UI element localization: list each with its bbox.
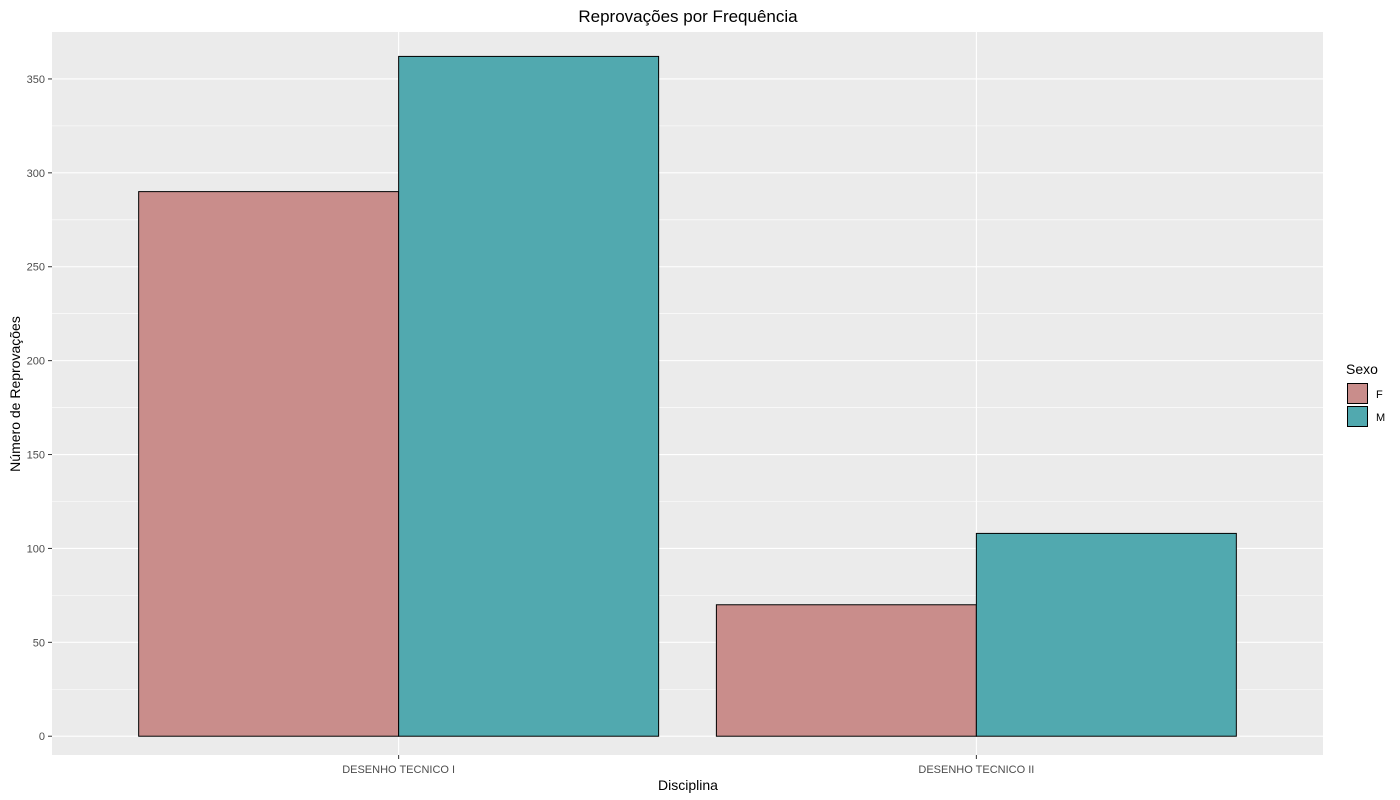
chart-title: Reprovações por Frequência: [578, 7, 798, 26]
legend: Sexo FM: [1346, 361, 1385, 427]
y-tick-label: 200: [27, 356, 45, 368]
y-axis-ticks: 0 50 100 150 200 250 300 350: [27, 74, 52, 743]
y-tick-label: 350: [27, 74, 45, 86]
y-axis-title: Número de Reprovações: [7, 316, 23, 472]
y-tick-label: 250: [27, 262, 45, 274]
legend-title: Sexo: [1346, 361, 1378, 377]
bars: [138, 55, 1237, 737]
y-tick-label: 50: [33, 637, 45, 649]
y-tick-label: 100: [27, 543, 45, 555]
y-tick-label: 150: [27, 450, 45, 462]
bar-F-2: [715, 604, 977, 737]
legend-key-F: [1347, 383, 1368, 404]
legend-label-F: F: [1376, 389, 1383, 401]
bar-F-1: [138, 191, 400, 737]
x-tick-label: DESENHO TECNICO II: [918, 764, 1034, 776]
bar-M-2: [975, 532, 1237, 737]
legend-key-M: [1347, 406, 1368, 427]
x-axis-ticks: DESENHO TECNICO I DESENHO TECNICO II: [342, 755, 1034, 776]
legend-items: FM: [1347, 383, 1385, 427]
x-axis-title: Disciplina: [658, 777, 718, 793]
legend-label-M: M: [1376, 412, 1385, 424]
x-tick-label: DESENHO TECNICO I: [342, 764, 455, 776]
bar-M-1: [398, 55, 660, 737]
y-tick-label: 0: [39, 731, 45, 743]
y-tick-label: 300: [27, 168, 45, 180]
